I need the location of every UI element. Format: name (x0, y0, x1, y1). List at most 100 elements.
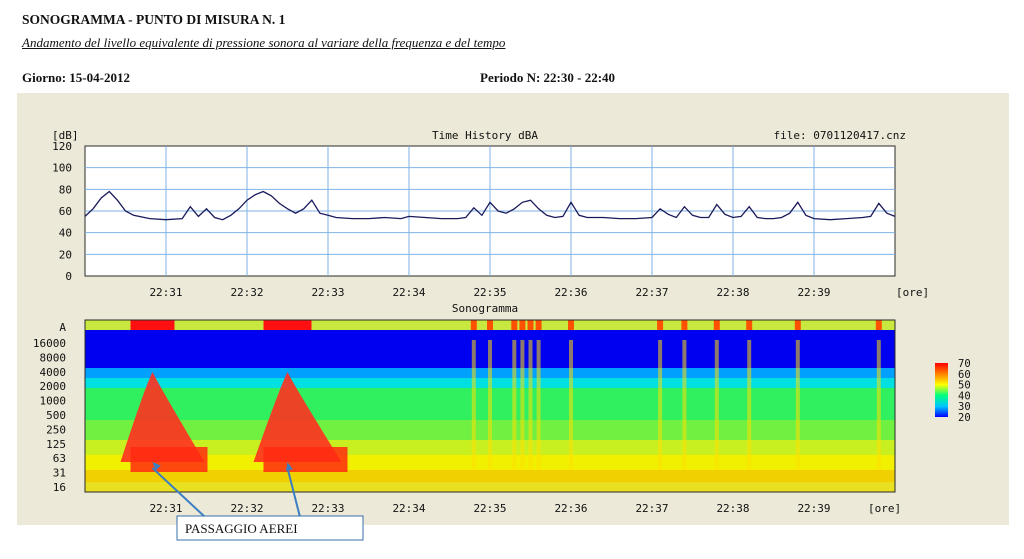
report-subtitle: Andamento del livello equivalente di pre… (22, 35, 506, 50)
day-label: Giorno: 15-04-2012 (22, 70, 130, 85)
colorbar-tick: 50 (958, 380, 971, 392)
colorbar-tick: 40 (958, 390, 971, 402)
sonogram-event-blob (253, 372, 342, 462)
sonogram-y-tick: 16 (53, 481, 66, 494)
sonogram-x-tick: 22:38 (716, 502, 749, 515)
annotation-arrowhead-2 (285, 462, 293, 471)
sonogram-spike (471, 340, 476, 470)
colorbar-tick: 60 (958, 369, 971, 381)
sonogram-spike-a (875, 320, 882, 330)
report-title: SONOGRAMMA - PUNTO DI MISURA N. 1 (22, 12, 286, 27)
sonogram-event-blob (120, 372, 205, 462)
sonogram-spike-a (519, 320, 526, 330)
sonogram-x-tick: 22:34 (392, 502, 425, 515)
colorbar-tick: 20 (958, 412, 971, 424)
sonogram-spike-a (470, 320, 477, 330)
colorbar-tick: 30 (958, 401, 971, 413)
time-history-title: Time History dBA (432, 129, 538, 142)
sonogram-spike (682, 340, 687, 470)
sonogram-y-tick: 63 (53, 452, 66, 465)
time-history-grid (85, 146, 895, 276)
sonogram-event-base (130, 447, 208, 472)
sonogram-spike-a (713, 320, 720, 330)
sonogram-spike-a (746, 320, 753, 330)
time-history-x-tick: 22:32 (230, 286, 263, 299)
sonogram-y-tick: 31 (53, 467, 66, 480)
sonogram-y-tick: A (59, 321, 66, 334)
sonogram-event-base (263, 447, 348, 472)
sonogram-x-tick: 22:39 (797, 502, 830, 515)
annotation-arrowhead-1 (152, 462, 161, 471)
sonogram-spike-a (568, 320, 574, 330)
sonogram-y-tick: 1000 (40, 395, 67, 408)
sonogram-y-tick: 4000 (40, 366, 67, 379)
annotation-box (176, 515, 364, 541)
sonogram-y-tick: 8000 (40, 351, 67, 364)
time-history-file-label: file: 0701120417.cnz (774, 129, 906, 142)
sonogram-spike-a (657, 320, 664, 330)
time-history-y-tick: 20 (59, 248, 72, 261)
sonogram-spike (658, 340, 663, 470)
sonogram-spike-a (487, 320, 493, 330)
colorbar (935, 363, 948, 417)
time-history-x-tick: 22:35 (473, 286, 506, 299)
sonogram-event-a (130, 320, 175, 330)
time-history-y-label: [dB] (52, 129, 79, 142)
sonogram-spike (536, 340, 541, 470)
sonogram-spike (520, 340, 525, 470)
sonogram-spike-a (681, 320, 688, 330)
time-history-x-tick: 22:36 (554, 286, 587, 299)
sonogram-spike (512, 340, 517, 470)
annotation-arrow-1 (151, 467, 206, 518)
sonogram-title: Sonogramma (452, 302, 518, 315)
time-history-y-tick: 0 (65, 270, 72, 283)
time-history-x-tick: 22:33 (311, 286, 344, 299)
sonogram-spike (795, 340, 800, 470)
sonogram-spike-a (511, 320, 518, 330)
sonogram-event-a (263, 320, 312, 330)
time-history-y-tick: 40 (59, 227, 72, 240)
time-history-x-tick: 22:37 (635, 286, 668, 299)
sonogram-band (85, 470, 895, 482)
time-history-x-tick: 22:38 (716, 286, 749, 299)
sonogram-x-ticks: 22:31 22:32 22:33 22:34 22:35 22:36 22:37 22:38… (149, 502, 830, 515)
colorbar-tick: 70 (958, 358, 971, 370)
sonogram-x-tick: 22:36 (554, 502, 587, 515)
time-history-x-tick: 22:31 (149, 286, 182, 299)
sonogram-spike (876, 340, 881, 470)
time-history-y-tick: 80 (59, 183, 72, 196)
sonogram-heatmap (85, 320, 895, 492)
sonogram-x-tick: 22:33 (311, 502, 344, 515)
sonogram-spike-a (535, 320, 542, 330)
time-history-y-tick: 60 (59, 205, 72, 218)
sonogram-y-tick: 250 (46, 423, 66, 436)
annotation-label: PASSAGGIO AEREI (185, 521, 298, 536)
time-history-x-label: [ore] (896, 286, 929, 299)
sonogram-y-tick: 500 (46, 409, 66, 422)
sonogram-y-tick: 125 (46, 438, 66, 451)
sonogram-band (85, 482, 895, 492)
time-history-series-line (84, 190, 896, 221)
sonogram-spike-a (527, 320, 534, 330)
sonogram-x-label: [ore] (868, 502, 901, 515)
time-history-x-tick: 22:34 (392, 286, 425, 299)
sonogram-x-tick: 22:35 (473, 502, 506, 515)
sonogram-x-tick: 22:31 (149, 502, 182, 515)
sonogram-frame (84, 319, 896, 493)
sonogram-spike (528, 340, 533, 470)
sonogram-spike (714, 340, 719, 470)
time-history-x-ticks: 22:31 22:32 22:33 22:34 22:35 22:36 22:37 22:38… (149, 286, 830, 299)
sonogram-x-tick: 22:37 (635, 502, 668, 515)
period-label: Periodo N: 22:30 - 22:40 (480, 70, 616, 85)
sonogram-y-tick: 2000 (40, 380, 67, 393)
time-history-x-tick: 22:39 (797, 286, 830, 299)
sonogram-spike (488, 340, 492, 470)
time-history-y-tick: 120 (52, 140, 72, 153)
time-history-y-ticks: 0 20 40 60 80 100 120 (52, 140, 72, 283)
sonogram-spike (747, 340, 752, 470)
annotation-arrow-2 (286, 467, 301, 518)
sonogram-y-tick: 16000 (33, 337, 66, 350)
